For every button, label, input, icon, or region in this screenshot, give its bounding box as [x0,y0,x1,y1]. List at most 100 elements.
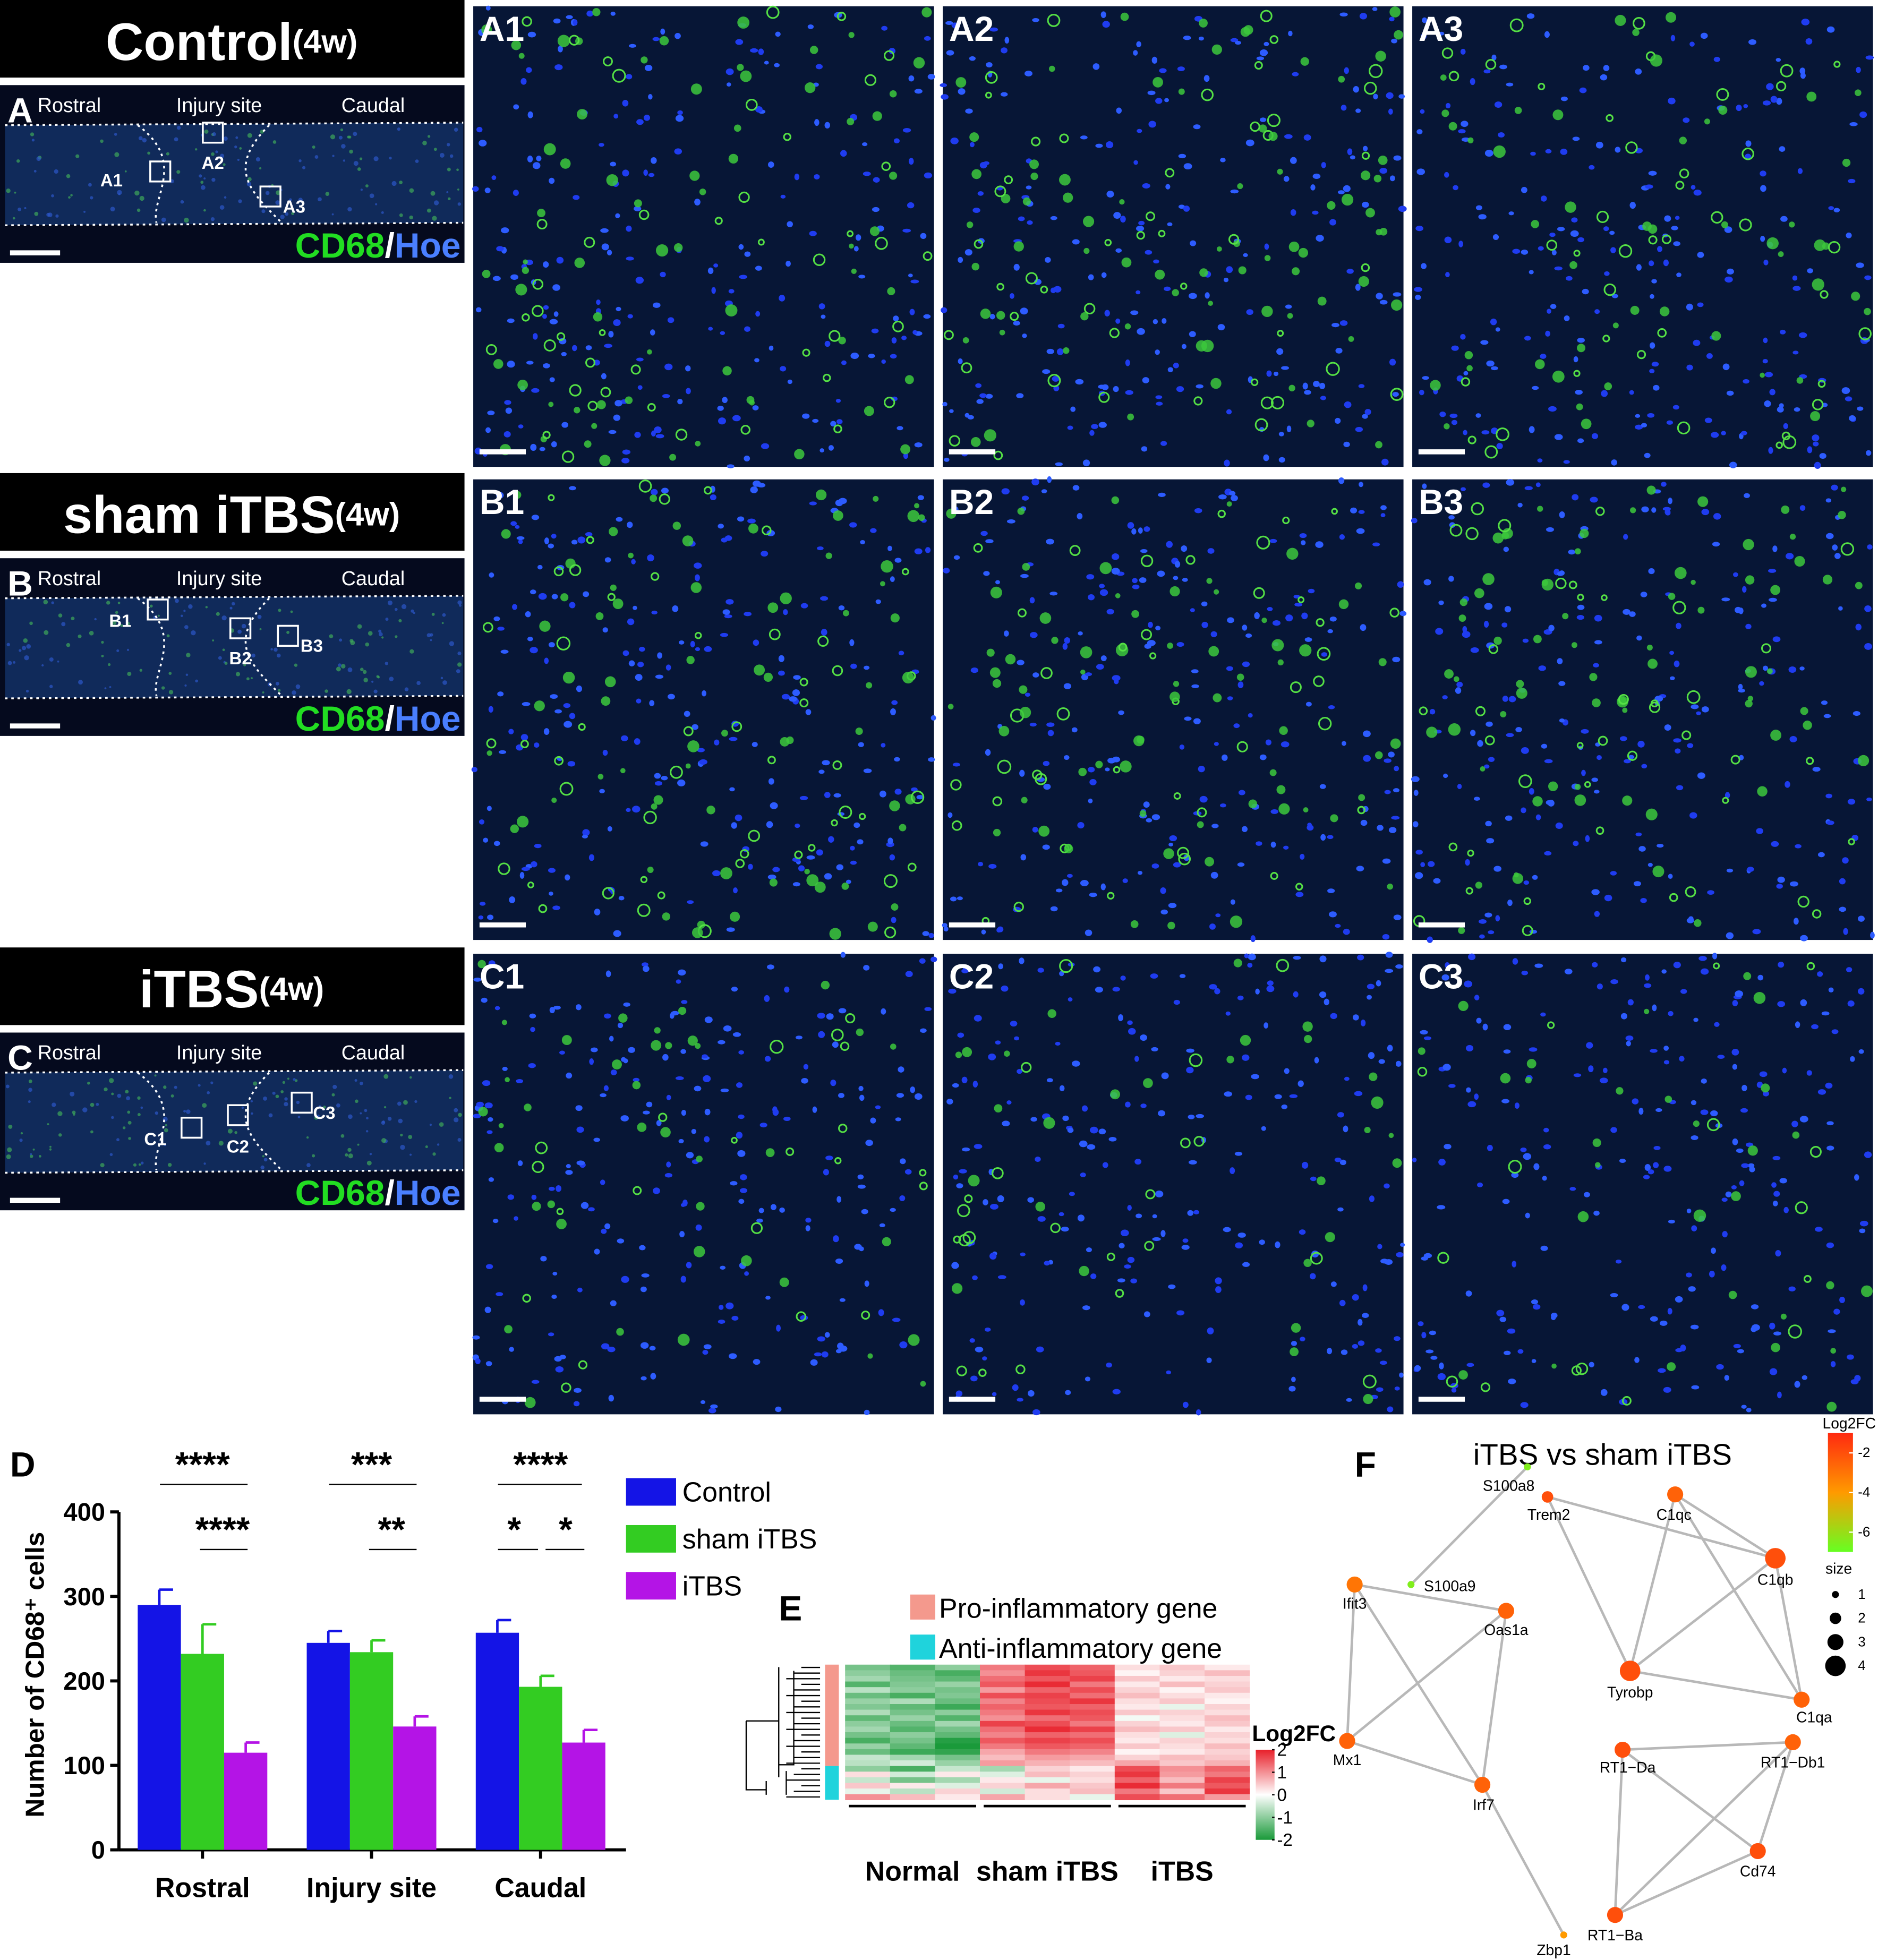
nucleus [1261,1126,1266,1131]
cd68-cell [1378,658,1387,666]
cd68-cell [511,40,522,50]
cd68-cell [1237,183,1243,190]
nucleus [1304,637,1312,642]
nucleus [923,314,931,319]
cd68-cell [956,1365,967,1376]
nucleus [569,602,576,609]
nucleus [904,1169,912,1175]
cd68-cell [1297,596,1305,603]
nucleus [510,274,518,280]
cd68-cell [741,1255,752,1266]
nucleus [1080,1172,1086,1177]
nucleus [1763,665,1769,671]
nucleus [941,94,949,100]
cd68-cell [1226,501,1232,507]
cd68-cell [1577,344,1586,353]
tissue-speck [100,139,104,143]
nucleus [554,64,563,71]
nucleus [720,632,729,637]
nucleus [1100,11,1106,18]
cd68-cell [628,552,634,559]
cd68-cell [1618,694,1629,705]
edge [1354,1583,1507,1612]
nucleus [730,1181,738,1186]
tissue-speck [136,208,141,212]
nucleus [1785,781,1790,788]
tissue-speck [30,1154,33,1158]
nucleus [835,398,841,403]
nucleus [1676,272,1681,277]
nucleus [1448,515,1455,520]
cd68-cell [1501,532,1509,540]
nucleus [1136,41,1141,47]
nucleus [860,540,865,545]
nucleus [604,1013,611,1019]
nucleus [622,449,631,455]
tissue-speck [120,624,123,627]
tissue-speck [456,669,460,673]
nucleus [1651,279,1657,284]
nucleus [1798,332,1807,338]
nucleus [1291,1376,1296,1382]
nucleus [651,489,658,495]
tissue-speck [165,1124,167,1127]
nucleus [1177,66,1185,71]
cd68-cell [944,330,954,340]
nucleus [1445,962,1450,969]
tissue-speck [408,1135,413,1140]
nucleus [835,1258,843,1264]
cd68-cell [1817,380,1826,388]
nucleus [1042,369,1051,374]
heatmap-cell [1025,1754,1070,1761]
cd68-cell [1595,507,1605,516]
cd68-cell [1466,365,1473,372]
nucleus [600,1179,605,1185]
cd68-cell [494,1143,504,1153]
heatmap-cell [1114,1670,1160,1676]
cd68-cell [703,486,712,495]
nucleus [703,1344,712,1349]
nucleus [527,636,533,641]
cd68-cell [1569,261,1577,269]
nucleus [559,1050,565,1055]
nucleus [1529,788,1534,795]
size-legend-dot [1832,1591,1839,1598]
cd68-cell [1449,524,1463,537]
heatmap-cell [980,1692,1026,1699]
nucleus [1610,247,1616,253]
nucleus [1275,1241,1281,1248]
cd68-cell [1789,534,1796,540]
nucleus [1156,401,1163,406]
nucleus [916,795,924,800]
cd68-cell [1276,785,1286,794]
nucleus [1427,861,1435,867]
tissue-speck [323,1106,326,1109]
nucleus [1248,953,1256,961]
nucleus [537,564,543,570]
nucleus [857,1174,864,1180]
nucleus [890,576,895,583]
nucleus [1310,1176,1317,1182]
cd68-cell [1493,636,1502,645]
nucleus [799,795,808,800]
heatmap-cell [980,1777,1026,1784]
tissue-speck [234,1131,237,1134]
nucleus [1575,389,1583,395]
nucleus [1433,878,1441,884]
cd68-cell [1017,608,1027,618]
nucleus [1231,495,1238,501]
nucleus [1199,795,1208,803]
cd68-cell [1841,486,1847,492]
nucleus [641,962,648,967]
nucleus [1224,459,1230,467]
node-label: Trem2 [1527,1506,1570,1523]
nucleus [1264,1022,1268,1029]
cd68-cell [1857,755,1870,767]
nucleus [1717,1055,1725,1059]
cd68-cell [1115,1289,1124,1298]
cd68-cell [1646,644,1653,651]
nucleus [1635,832,1642,836]
nucleus [702,1350,708,1355]
tissue-speck [277,689,281,692]
node [1560,1931,1567,1939]
